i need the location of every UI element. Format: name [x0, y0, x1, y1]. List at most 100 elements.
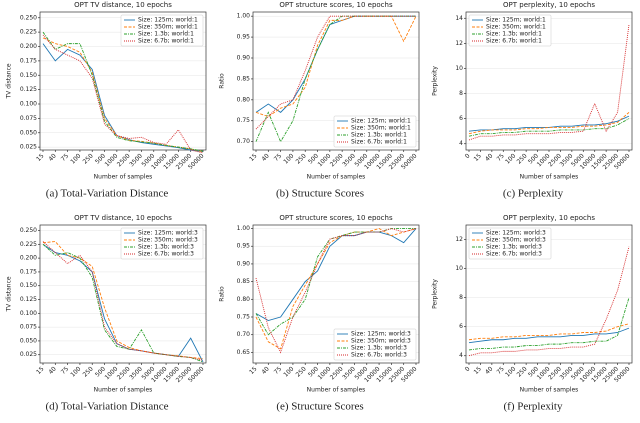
- y-tick-label: 0.150: [20, 282, 37, 289]
- legend-label: Size: 1.3b; world:1: [351, 132, 407, 139]
- y-tick-label: 0.250: [20, 14, 37, 21]
- y-tick-label: 0.80: [237, 296, 251, 303]
- y-tick-label: 0.050: [20, 129, 37, 136]
- y-tick-label: 0.75: [237, 117, 251, 124]
- chart: OPT perplexity, 10 epochs 4 6 8 10 12 0 15 40 751…: [432, 214, 633, 413]
- series-line: [42, 43, 204, 153]
- legend-label: Size: 350m; world:3: [486, 237, 546, 244]
- x-tick-label: 15: [473, 365, 483, 375]
- legend-label: Size: 125m; world:1: [351, 118, 411, 125]
- x-tick-label: 100: [282, 365, 295, 378]
- legend-label: Size: 350m; world:3: [138, 237, 198, 244]
- x-axis-label: Number of samples: [520, 174, 579, 181]
- y-axis-label: Ratio: [219, 286, 226, 302]
- y-tick-label: 8: [459, 90, 463, 97]
- x-axis-label: Number of samples: [94, 387, 153, 394]
- x-tick-label: 40: [47, 365, 57, 375]
- y-tick-label: 12: [455, 236, 463, 243]
- x-tick-label: 40: [484, 365, 494, 375]
- x-tick-label: 15: [248, 152, 258, 162]
- series-line: [42, 241, 204, 360]
- y-tick-label: 0.85: [237, 278, 251, 285]
- y-tick-label: 0.150: [20, 72, 37, 79]
- caption: (f) Perplexity: [504, 401, 563, 413]
- x-tick-label: 15: [248, 365, 258, 375]
- x-tick-label: 250: [516, 152, 529, 165]
- legend-label: Size: 350m; world:1: [138, 24, 198, 31]
- series-line: [255, 15, 417, 118]
- y-tick-label: 0.175: [20, 268, 37, 275]
- legend-label: Size: 125m; world:1: [486, 17, 546, 24]
- series-line: [42, 34, 204, 154]
- y-tick-label: 0.075: [20, 324, 37, 331]
- series-line: [42, 243, 204, 363]
- y-tick-label: 0.025: [20, 351, 37, 358]
- chart: OPT structure scores, 10 epochs 0.65 0.70 0…: [219, 214, 420, 413]
- chart-title: OPT structure scores, 10 epochs: [279, 214, 393, 222]
- x-tick-label: 100: [504, 152, 517, 165]
- legend-box: [120, 227, 204, 260]
- y-tick-label: 0.025: [20, 144, 37, 151]
- x-axis-label: Number of samples: [307, 174, 366, 181]
- legend-box: [333, 328, 417, 361]
- x-tick-label: 15: [35, 152, 45, 162]
- y-axis-label: TV distance: [6, 63, 13, 99]
- y-tick-label: 4: [459, 352, 463, 359]
- series-line: [468, 323, 630, 341]
- y-tick-label: 0.075: [20, 115, 37, 122]
- series-line: [42, 241, 204, 361]
- x-tick-label: 0: [464, 152, 472, 160]
- x-tick-label: 100: [69, 152, 82, 165]
- x-tick-label: 15: [35, 365, 45, 375]
- series-line: [42, 243, 204, 363]
- legend-label: Size: 1.3b; world:3: [351, 345, 407, 352]
- legend-label: Size: 350m; world:1: [486, 24, 546, 31]
- x-tick-label: 75: [495, 365, 505, 375]
- legend-label: Size: 350m; world:3: [351, 338, 411, 345]
- y-tick-label: 0.90: [237, 55, 251, 62]
- y-tick-label: 0.95: [237, 243, 251, 250]
- y-tick-label: 0.125: [20, 86, 37, 93]
- x-tick-label: 40: [260, 152, 270, 162]
- y-tick-label: 0.250: [20, 227, 37, 234]
- series-line: [42, 37, 204, 153]
- y-axis-label: Perplexity: [432, 279, 439, 309]
- x-tick-label: 75: [60, 365, 70, 375]
- y-tick-label: 14: [455, 15, 463, 22]
- chart-title: OPT TV distance, 10 epochs: [74, 1, 172, 9]
- chart: OPT TV distance, 10 epochs 0.025 0.050 0.07…: [6, 1, 207, 200]
- plot-frame: [252, 224, 420, 364]
- series-line: [468, 118, 630, 137]
- legend-label: Size: 125m; world:3: [138, 230, 198, 237]
- caption: (b) Structure Scores: [276, 188, 364, 200]
- x-tick-label: 250: [82, 152, 95, 165]
- legend-box: [468, 227, 552, 260]
- y-tick-label: 0.225: [20, 29, 37, 36]
- x-tick-label: 15: [473, 152, 483, 162]
- legend-box: [120, 14, 204, 47]
- legend-label: Size: 6.7b; world:1: [351, 139, 407, 146]
- legend-label: Size: 1.3b; world:1: [138, 31, 194, 38]
- series-line: [42, 31, 204, 152]
- x-tick-label: 75: [273, 152, 283, 162]
- y-tick-label: 6: [459, 115, 463, 122]
- y-tick-label: 0.200: [20, 255, 37, 262]
- series-line: [468, 297, 630, 351]
- series-line: [255, 15, 416, 143]
- series-line: [468, 246, 630, 357]
- legend-label: Size: 6.7b; world:3: [351, 352, 407, 359]
- y-tick-label: 0.100: [20, 101, 37, 108]
- x-tick-label: 75: [273, 365, 283, 375]
- y-tick-label: 0.125: [20, 296, 37, 303]
- plot-frame: [465, 11, 633, 151]
- x-tick-label: 75: [60, 152, 70, 162]
- x-tick-label: 250: [516, 365, 529, 378]
- legend-label: Size: 125m; world:3: [486, 230, 546, 237]
- y-tick-label: 0.70: [237, 138, 251, 145]
- plot-frame: [39, 11, 207, 151]
- legend-label: Size: 1.3b; world:1: [486, 31, 542, 38]
